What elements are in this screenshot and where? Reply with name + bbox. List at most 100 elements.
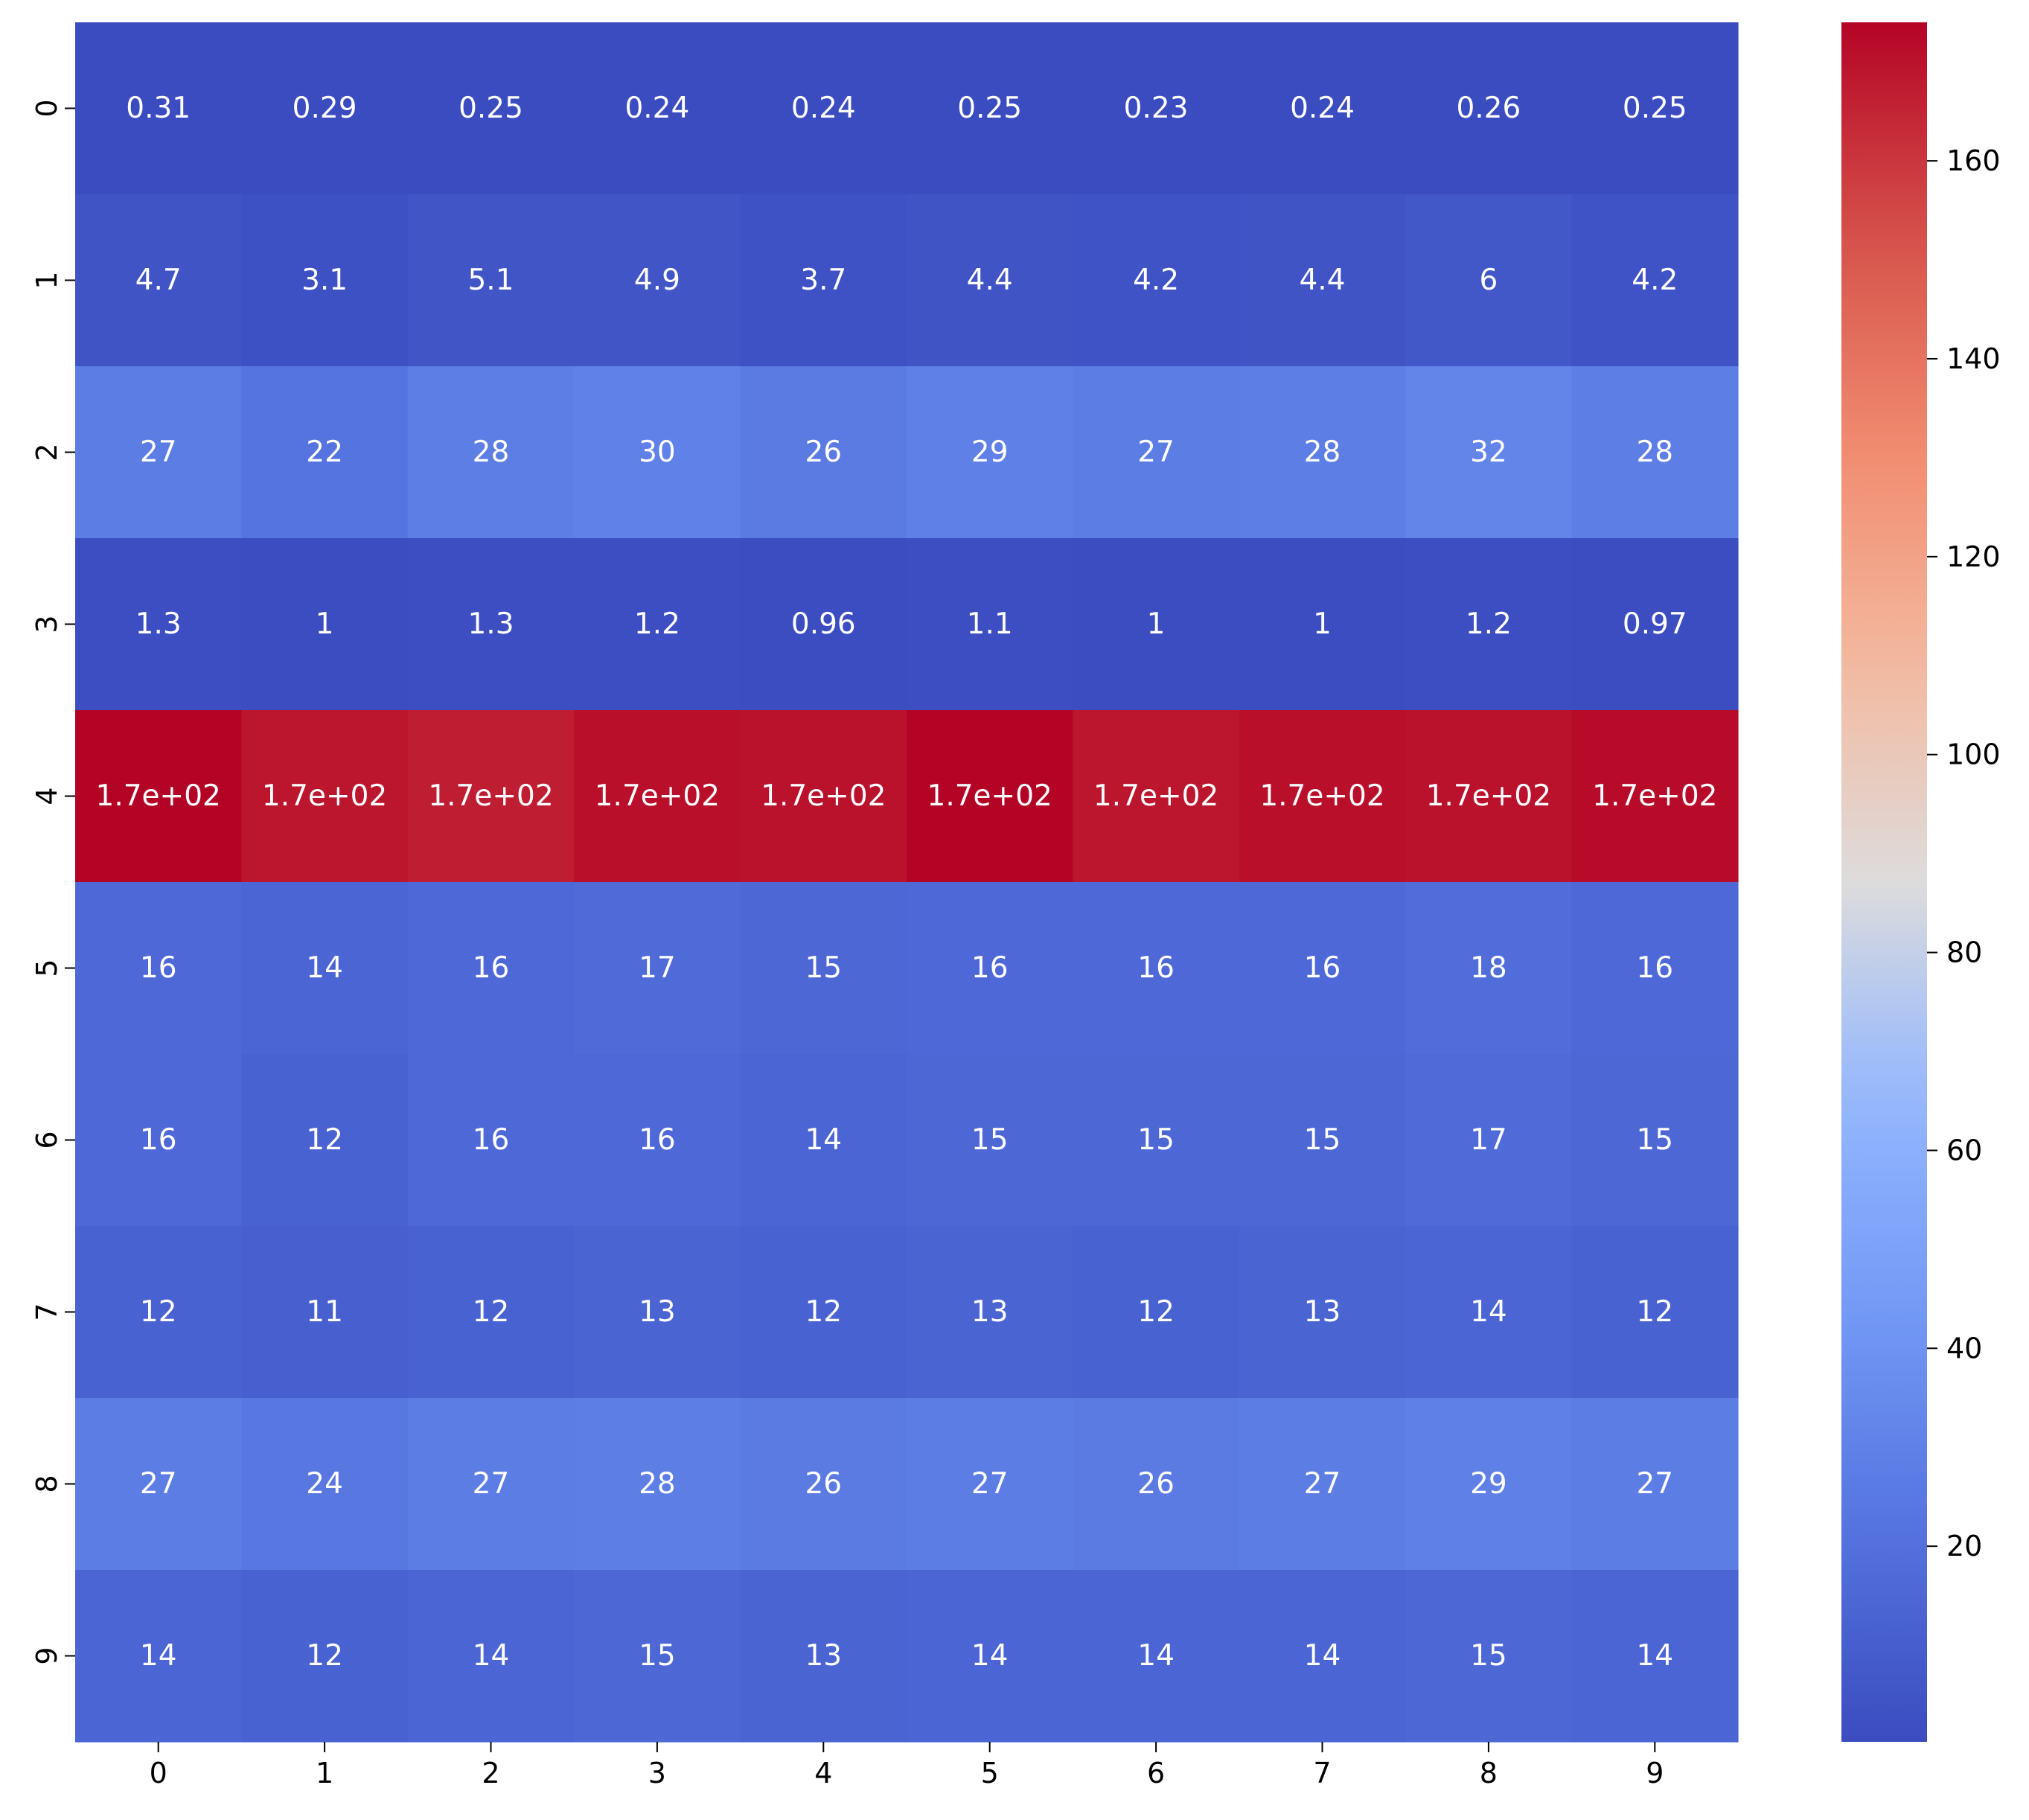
cell-annotation-9-5: 14 [971, 1639, 1009, 1673]
heatmap-cell-1-0 [75, 194, 242, 367]
heatmap-cell-2-9 [1571, 366, 1739, 539]
cell-annotation-2-0: 27 [140, 435, 177, 469]
heatmap-cell-5-8 [1405, 882, 1573, 1055]
heatmap-cell-2-1 [241, 366, 409, 539]
heatmap-cell-8-9 [1571, 1398, 1739, 1571]
cell-annotation-1-0: 4.7 [135, 264, 182, 297]
heatmap-cell-9-1 [241, 1570, 409, 1743]
heatmap-cell-3-8 [1405, 538, 1573, 711]
cell-annotation-5-3: 17 [639, 951, 676, 985]
y-tick-label-2: 2 [31, 443, 63, 461]
cell-annotation-4-6: 1.7e+02 [1093, 779, 1218, 813]
heatmap-cell-0-1 [241, 22, 409, 195]
cell-annotation-3-5: 1.1 [967, 607, 1013, 641]
heatmap-cell-8-8 [1405, 1398, 1573, 1571]
heatmap-cell-0-6 [1073, 22, 1240, 195]
cell-annotation-8-8: 29 [1470, 1467, 1507, 1501]
y-tick-label-0: 0 [31, 99, 63, 117]
heatmap-cell-6-6 [1073, 1054, 1240, 1227]
heatmap-cell-8-4 [740, 1398, 907, 1571]
cell-annotation-0-6: 0.23 [1124, 92, 1189, 125]
cell-annotation-2-8: 32 [1470, 435, 1507, 469]
cell-annotation-1-6: 4.2 [1133, 264, 1179, 297]
cell-annotation-1-7: 4.4 [1299, 264, 1345, 297]
heatmap-cell-4-4 [740, 710, 907, 883]
cell-annotation-2-5: 29 [971, 435, 1009, 469]
colorbar-tick-label-0: 20 [1946, 1530, 1982, 1562]
cell-annotation-4-5: 1.7e+02 [927, 779, 1052, 813]
colorbar: 20 40 60 80 100 120 140 160 [1841, 22, 2001, 1742]
heatmap-cell-1-8 [1405, 194, 1573, 367]
cell-annotation-9-1: 12 [306, 1639, 343, 1673]
heatmap-cell-7-0 [75, 1226, 242, 1399]
cell-annotation-7-1: 11 [306, 1295, 343, 1329]
cell-annotation-3-4: 0.96 [791, 607, 856, 641]
heatmap-cell-7-5 [907, 1226, 1073, 1399]
colorbar-tick-label-1: 40 [1946, 1332, 1982, 1364]
cell-annotation-2-6: 27 [1137, 435, 1175, 469]
y-tick-label-9: 9 [31, 1647, 63, 1664]
y-tick-label-1: 1 [31, 271, 63, 289]
cell-annotation-9-4: 13 [805, 1639, 842, 1673]
cell-annotation-3-1: 1 [316, 607, 334, 641]
heatmap-cell-9-2 [407, 1570, 575, 1743]
y-tick-label-7: 7 [31, 1303, 63, 1321]
heatmap-cell-3-1 [241, 538, 409, 711]
cell-annotation-4-7: 1.7e+02 [1259, 779, 1384, 813]
heatmap-cell-6-0 [75, 1054, 242, 1227]
heatmap-cell-2-6 [1073, 366, 1240, 539]
x-tick-label-9: 9 [1646, 1757, 1664, 1789]
cell-annotation-9-8: 15 [1470, 1639, 1507, 1673]
heatmap-cell-1-9 [1571, 194, 1739, 367]
cell-annotation-1-8: 6 [1479, 264, 1498, 297]
cell-annotation-5-2: 16 [473, 951, 510, 985]
heatmap-cell-9-8 [1405, 1570, 1573, 1743]
heatmap-cell-7-9 [1571, 1226, 1739, 1399]
cell-annotation-0-2: 0.25 [458, 92, 523, 125]
cell-annotation-7-9: 12 [1636, 1295, 1673, 1329]
cell-annotation-1-5: 4.4 [967, 264, 1013, 297]
cell-annotation-0-0: 0.31 [126, 92, 191, 125]
colorbar-tick-label-3: 80 [1946, 936, 1982, 969]
cell-annotation-9-2: 14 [473, 1639, 510, 1673]
heatmap-cell-2-7 [1239, 366, 1406, 539]
cell-annotation-9-6: 14 [1137, 1639, 1175, 1673]
cell-annotation-5-0: 16 [140, 951, 177, 985]
cell-annotation-3-2: 1.3 [467, 607, 514, 641]
cell-annotation-0-9: 0.25 [1623, 92, 1687, 125]
heatmap-cell-7-4 [740, 1226, 907, 1399]
heatmap-cell-4-7 [1239, 710, 1406, 883]
x-tick-label-4: 4 [814, 1757, 832, 1789]
heatmap-cell-6-3 [574, 1054, 741, 1227]
heatmap-cell-7-3 [574, 1226, 741, 1399]
heatmap-cell-9-0 [75, 1570, 242, 1743]
y-tick-label-3: 3 [31, 615, 63, 633]
heatmap-cell-8-6 [1073, 1398, 1240, 1571]
cell-annotation-3-6: 1 [1147, 607, 1166, 641]
cell-annotation-9-9: 14 [1636, 1639, 1673, 1673]
heatmap-cell-4-0 [75, 710, 242, 883]
cell-annotation-6-5: 15 [971, 1123, 1009, 1157]
heatmap-cell-6-2 [407, 1054, 575, 1227]
heatmap-cell-5-9 [1571, 882, 1739, 1055]
cell-annotation-6-9: 15 [1636, 1123, 1673, 1157]
x-tick-label-3: 3 [648, 1757, 666, 1789]
heatmap-cell-5-6 [1073, 882, 1240, 1055]
heatmap-cell-9-7 [1239, 1570, 1406, 1743]
cell-annotation-8-0: 27 [140, 1467, 177, 1501]
heatmap-cell-0-5 [907, 22, 1073, 195]
cell-annotation-8-5: 27 [971, 1467, 1009, 1501]
heatmap-cell-1-7 [1239, 194, 1406, 367]
heatmap-cell-8-1 [241, 1398, 409, 1571]
cell-annotation-7-3: 13 [639, 1295, 676, 1329]
cell-annotation-4-9: 1.7e+02 [1592, 779, 1717, 813]
heatmap-cell-4-1 [241, 710, 409, 883]
heatmap-cell-8-0 [75, 1398, 242, 1571]
cell-annotation-8-3: 28 [639, 1467, 676, 1501]
cell-annotation-5-1: 14 [306, 951, 343, 985]
cell-annotation-6-3: 16 [639, 1123, 676, 1157]
cell-annotation-4-3: 1.7e+02 [595, 779, 720, 813]
heatmap-cell-0-4 [740, 22, 907, 195]
y-tick-label-4: 4 [31, 787, 63, 805]
heatmap-cell-3-9 [1571, 538, 1739, 711]
